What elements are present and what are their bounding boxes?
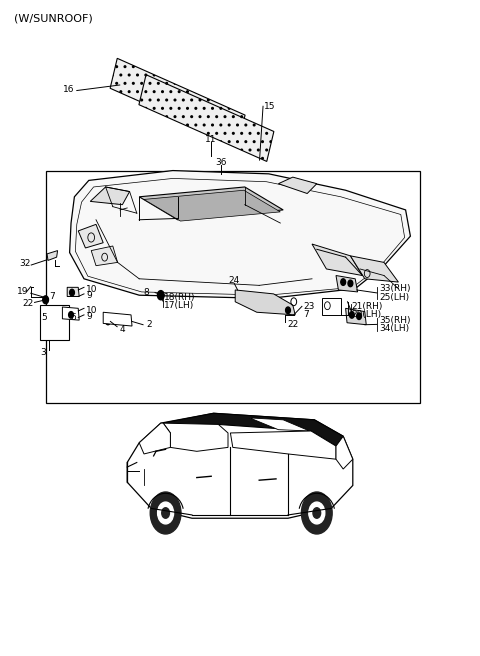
Polygon shape: [346, 308, 366, 325]
Bar: [40, 305, 69, 340]
Text: 33(RH): 33(RH): [379, 284, 411, 293]
Polygon shape: [322, 298, 341, 315]
Polygon shape: [139, 75, 274, 161]
Circle shape: [157, 291, 164, 300]
Text: 22: 22: [288, 320, 299, 329]
Polygon shape: [163, 423, 228, 451]
Polygon shape: [230, 431, 336, 459]
Circle shape: [286, 307, 290, 314]
Text: 16: 16: [63, 85, 74, 94]
Circle shape: [349, 312, 354, 318]
Circle shape: [70, 289, 74, 296]
Polygon shape: [163, 413, 343, 446]
Circle shape: [43, 296, 48, 304]
Polygon shape: [78, 224, 103, 248]
Text: 24: 24: [228, 276, 240, 285]
Text: 6: 6: [70, 313, 76, 322]
Text: 17(LH): 17(LH): [164, 300, 194, 310]
Text: 9: 9: [86, 312, 92, 321]
Text: 2: 2: [146, 320, 152, 329]
Polygon shape: [110, 58, 245, 145]
Text: 15: 15: [264, 102, 276, 111]
Text: 18(RH): 18(RH): [164, 293, 196, 302]
Text: 22: 22: [23, 299, 34, 308]
Text: (W/SUNROOF): (W/SUNROOF): [14, 13, 93, 24]
Text: 32: 32: [19, 259, 31, 268]
Polygon shape: [91, 246, 118, 266]
Text: 35(RH): 35(RH): [379, 316, 411, 325]
Circle shape: [106, 318, 110, 325]
Polygon shape: [103, 312, 132, 326]
Polygon shape: [144, 190, 280, 221]
Polygon shape: [139, 187, 283, 220]
Circle shape: [157, 502, 174, 524]
Polygon shape: [278, 177, 317, 194]
Text: 20(LH): 20(LH): [352, 310, 382, 319]
Text: 4: 4: [120, 325, 126, 334]
Text: 5: 5: [41, 313, 47, 322]
Text: 21(RH): 21(RH): [352, 302, 383, 311]
Circle shape: [357, 313, 361, 319]
Circle shape: [309, 502, 325, 524]
Polygon shape: [336, 276, 358, 292]
Text: 10: 10: [86, 285, 97, 294]
Circle shape: [301, 492, 332, 534]
Polygon shape: [67, 287, 79, 297]
Circle shape: [162, 508, 169, 518]
Text: 36: 36: [215, 158, 227, 167]
Bar: [46, 171, 420, 403]
Polygon shape: [62, 307, 79, 320]
Circle shape: [348, 280, 353, 287]
Polygon shape: [127, 413, 353, 518]
Text: 10: 10: [86, 306, 97, 315]
Polygon shape: [350, 256, 398, 282]
Text: 11: 11: [205, 134, 217, 144]
Text: 7: 7: [49, 292, 55, 301]
Polygon shape: [235, 290, 295, 315]
Text: 3: 3: [40, 348, 46, 358]
Text: 19: 19: [17, 287, 28, 297]
Polygon shape: [90, 187, 130, 205]
Polygon shape: [250, 418, 310, 431]
Text: 25(LH): 25(LH): [379, 293, 409, 302]
Polygon shape: [47, 251, 58, 260]
Polygon shape: [70, 171, 410, 298]
Text: 23: 23: [303, 302, 314, 311]
Text: 7: 7: [303, 310, 309, 319]
Text: 34(LH): 34(LH): [379, 324, 409, 333]
Text: 8: 8: [143, 288, 149, 297]
Circle shape: [69, 312, 73, 318]
Text: 9: 9: [86, 291, 92, 300]
Polygon shape: [312, 244, 362, 276]
Circle shape: [341, 279, 346, 285]
Polygon shape: [336, 436, 353, 469]
Circle shape: [313, 508, 321, 518]
Circle shape: [150, 492, 181, 534]
Polygon shape: [139, 423, 170, 454]
